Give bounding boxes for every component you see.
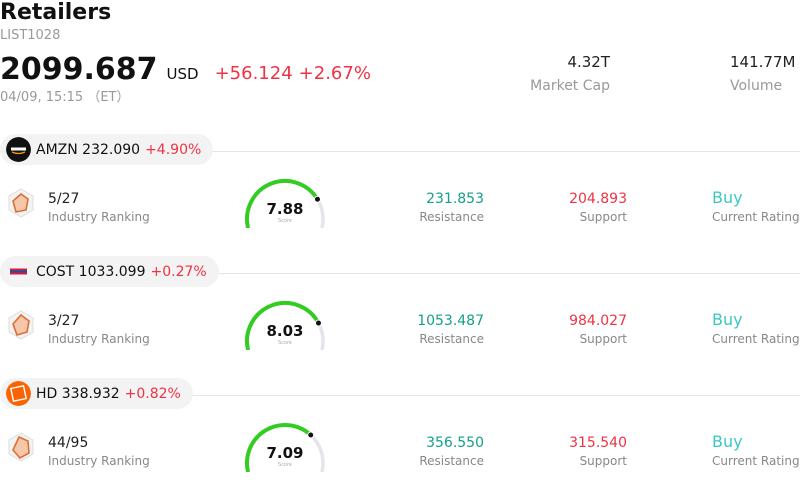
support: 984.027 Support bbox=[569, 312, 627, 346]
score-value: 7.09 bbox=[266, 444, 304, 462]
score-gauge bbox=[245, 301, 325, 350]
score-gauge bbox=[245, 423, 325, 472]
stock-item-hd[interactable]: HD 338.932 +0.82% 44/95 Industry Ranking… bbox=[0, 378, 800, 488]
costco-logo-icon bbox=[6, 259, 31, 284]
rating-label: Current Rating bbox=[712, 454, 800, 468]
score-value: 8.03 bbox=[266, 322, 304, 340]
resistance-label: Resistance bbox=[419, 332, 484, 346]
home-depot-logo-icon bbox=[6, 381, 31, 406]
index-price: 2099.687 bbox=[0, 52, 158, 87]
rating-value: Buy bbox=[712, 432, 743, 451]
score-label: Score bbox=[277, 340, 292, 346]
stock-pill-cost[interactable]: COST 1033.099 +0.27% bbox=[0, 256, 219, 287]
score-gauge bbox=[245, 179, 325, 228]
market-cap-label: Market Cap bbox=[530, 78, 610, 94]
ranking-badge-icon bbox=[8, 310, 34, 340]
amazon-logo-icon bbox=[6, 137, 31, 162]
stock-item-cost[interactable]: COST 1033.099 +0.27% 3/27 Industry Ranki… bbox=[0, 256, 800, 378]
currency: USD bbox=[166, 65, 199, 83]
support: 315.540 Support bbox=[569, 434, 627, 468]
stock-change-percent: +0.27% bbox=[150, 263, 207, 280]
rating-label: Current Rating bbox=[712, 332, 800, 346]
industry-ranking-label: Industry Ranking bbox=[48, 332, 150, 346]
resistance: 1053.487 Resistance bbox=[417, 312, 484, 346]
stock-symbol-price: AMZN 232.090 bbox=[36, 141, 141, 158]
divider bbox=[0, 273, 800, 274]
resistance-value: 1053.487 bbox=[417, 313, 484, 329]
industry-ranking-value: 5/27 bbox=[48, 191, 80, 207]
resistance: 231.853 Resistance bbox=[419, 190, 484, 224]
stock-pill-hd[interactable]: HD 338.932 +0.82% bbox=[0, 378, 193, 409]
volume-label: Volume bbox=[730, 78, 783, 94]
resistance-value: 231.853 bbox=[426, 191, 484, 207]
timestamp: 04/09, 15:15 （ET） bbox=[0, 90, 130, 105]
industry-ranking: 3/27 Industry Ranking bbox=[48, 312, 150, 346]
market-cap-stat: 4.32T Market Cap bbox=[530, 53, 610, 95]
support-value: 984.027 bbox=[569, 313, 627, 329]
page-title: Retailers bbox=[0, 0, 112, 25]
current-rating: Buy Current Rating bbox=[712, 188, 800, 224]
stock-symbol-price: COST 1033.099 bbox=[36, 263, 146, 280]
rating-value: Buy bbox=[712, 188, 743, 207]
industry-ranking-value: 44/95 bbox=[48, 435, 89, 451]
current-rating: Buy Current Rating bbox=[712, 432, 800, 468]
support-value: 204.893 bbox=[569, 191, 627, 207]
price-change-percent: +2.67% bbox=[298, 63, 371, 84]
industry-ranking: 44/95 Industry Ranking bbox=[48, 434, 150, 468]
stock-change-percent: +0.82% bbox=[124, 385, 181, 402]
resistance-label: Resistance bbox=[419, 454, 484, 468]
support-label: Support bbox=[579, 332, 627, 346]
gauge-marker bbox=[313, 195, 321, 203]
score-value: 7.88 bbox=[266, 200, 304, 218]
support-value: 315.540 bbox=[569, 435, 627, 451]
score-label: Score bbox=[277, 462, 292, 468]
gauge-fill bbox=[245, 423, 313, 472]
list-code: LIST1028 bbox=[0, 28, 61, 43]
volume-value: 141.77M bbox=[730, 53, 796, 71]
stock-item-amzn[interactable]: AMZN 232.090 +4.90% 5/27 Industry Rankin… bbox=[0, 134, 800, 256]
divider bbox=[0, 151, 800, 152]
price-change: +56.124 bbox=[214, 63, 293, 84]
support-label: Support bbox=[579, 454, 627, 468]
gauge-fill bbox=[245, 179, 320, 228]
score-label: Score bbox=[277, 218, 292, 224]
rating-value: Buy bbox=[712, 310, 743, 329]
gauge-marker bbox=[314, 319, 322, 327]
industry-ranking-value: 3/27 bbox=[48, 313, 80, 329]
resistance: 356.550 Resistance bbox=[419, 434, 484, 468]
divider bbox=[0, 395, 800, 396]
current-rating: Buy Current Rating bbox=[712, 310, 800, 346]
industry-ranking: 5/27 Industry Ranking bbox=[48, 190, 150, 224]
support-label: Support bbox=[579, 210, 627, 224]
stock-change-percent: +4.90% bbox=[145, 141, 202, 158]
ranking-badge-icon bbox=[8, 432, 34, 462]
resistance-label: Resistance bbox=[419, 210, 484, 224]
volume-stat: 141.77M Volume bbox=[730, 53, 795, 95]
market-cap-value: 4.32T bbox=[567, 53, 610, 71]
rating-label: Current Rating bbox=[712, 210, 800, 224]
gauge-marker bbox=[307, 431, 315, 439]
gauge-fill bbox=[245, 301, 321, 350]
industry-ranking-label: Industry Ranking bbox=[48, 210, 150, 224]
support: 204.893 Support bbox=[569, 190, 627, 224]
ranking-badge-icon bbox=[8, 188, 34, 218]
price-row: 2099.687 USD +56.124 +2.67% bbox=[0, 52, 371, 88]
resistance-value: 356.550 bbox=[426, 435, 484, 451]
stock-symbol-price: HD 338.932 bbox=[36, 385, 120, 402]
industry-ranking-label: Industry Ranking bbox=[48, 454, 150, 468]
stock-pill-amzn[interactable]: AMZN 232.090 +4.90% bbox=[0, 134, 214, 165]
